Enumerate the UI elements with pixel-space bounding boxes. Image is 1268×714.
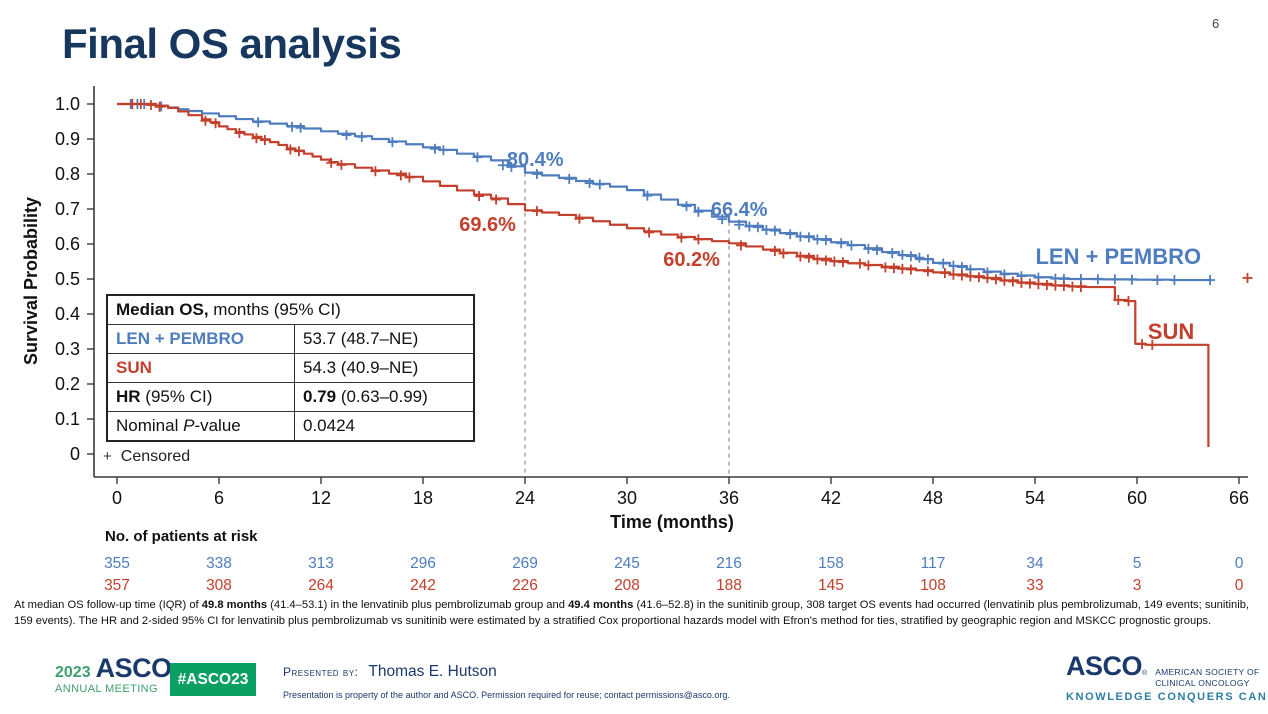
svg-text:338: 338 (206, 555, 232, 572)
sun-median-os: 54.3 (40.9–NE) (294, 353, 475, 383)
table-row: HR (95% CI) 0.79 (0.63–0.99) (106, 382, 475, 412)
svg-text:0.6: 0.6 (55, 234, 80, 254)
svg-text:36: 36 (719, 488, 739, 508)
svg-text:0: 0 (1235, 577, 1244, 594)
annual-meeting-label: ANNUAL MEETING (55, 683, 158, 695)
svg-text:245: 245 (614, 555, 640, 572)
asco-tagline: KNOWLEDGE CONQUERS CANCER (1066, 691, 1268, 704)
median-os-results-table: Median OS, months (95% CI) LEN + PEMBRO … (106, 294, 475, 442)
footnote: At median OS follow-up time (IQR) of 49.… (14, 599, 1250, 627)
svg-text:158: 158 (818, 555, 844, 572)
svg-text:60.2%: 60.2% (663, 249, 720, 271)
svg-text:0: 0 (1235, 555, 1244, 572)
svg-text:66.4%: 66.4% (711, 199, 768, 221)
hazard-ratio-value: 0.79 (0.63–0.99) (294, 382, 475, 412)
y-axis-title: Survival Probability (21, 196, 41, 366)
svg-text:0.1: 0.1 (55, 409, 80, 429)
svg-text:66: 66 (1229, 488, 1249, 508)
svg-text:SUN: SUN (1148, 319, 1194, 344)
society-name: AMERICAN SOCIETY OF CLINICAL ONCOLOGY (1155, 667, 1260, 689)
len-pembro-label: LEN + PEMBRO (116, 329, 244, 348)
svg-text:296: 296 (410, 555, 436, 572)
presented-by-label: Presented by: (283, 665, 359, 679)
svg-text:0.4: 0.4 (55, 304, 80, 324)
table-row: Nominal P-value 0.0424 (106, 411, 475, 442)
svg-text:145: 145 (818, 577, 844, 594)
svg-text:42: 42 (821, 488, 841, 508)
svg-text:108: 108 (920, 577, 946, 594)
svg-text:0.3: 0.3 (55, 339, 80, 359)
svg-text:0.7: 0.7 (55, 199, 80, 219)
svg-text:0.9: 0.9 (55, 129, 80, 149)
permission-disclaimer: Presentation is property of the author a… (283, 690, 730, 700)
svg-text:LEN + PEMBRO: LEN + PEMBRO (1035, 244, 1201, 269)
svg-text:69.6%: 69.6% (459, 214, 516, 236)
censor-plus-icon: + (103, 448, 112, 465)
sun-label: SUN (116, 358, 152, 377)
presenter-block: Presented by: Thomas E. Hutson Presentat… (283, 663, 730, 700)
censored-legend-label: Censored (120, 448, 191, 465)
svg-text:208: 208 (614, 577, 640, 594)
svg-text:18: 18 (413, 488, 433, 508)
table-row: LEN + PEMBRO 53.7 (48.7–NE) (106, 324, 475, 354)
svg-text:0.2: 0.2 (55, 374, 80, 394)
svg-text:308: 308 (206, 577, 232, 594)
asco-annual-meeting-logo: 2023 ASCO ® ANNUAL MEETING (55, 653, 177, 696)
svg-text:5: 5 (1133, 555, 1142, 572)
svg-text:6: 6 (214, 488, 224, 508)
x-axis-title: Time (months) (610, 512, 734, 532)
svg-text:269: 269 (512, 555, 538, 572)
svg-text:1.0: 1.0 (55, 94, 80, 114)
svg-text:80.4%: 80.4% (507, 149, 564, 171)
at-risk-header: No. of patients at risk (105, 528, 258, 545)
svg-text:242: 242 (410, 577, 436, 594)
svg-text:0: 0 (70, 444, 80, 464)
svg-text:355: 355 (104, 555, 130, 572)
svg-text:216: 216 (716, 555, 742, 572)
svg-text:12: 12 (311, 488, 331, 508)
asco-wordmark: ASCO (1066, 651, 1143, 681)
table-header-cell: Median OS, months (95% CI) (106, 294, 475, 325)
hashtag-badge: #ASCO23 (170, 663, 256, 696)
svg-text:48: 48 (923, 488, 943, 508)
presenter-name: Thomas E. Hutson (368, 663, 497, 680)
svg-text:188: 188 (716, 577, 742, 594)
table-row: Median OS, months (95% CI) (106, 294, 475, 325)
svg-text:33: 33 (1026, 577, 1043, 594)
logo-year: 2023 (55, 664, 91, 681)
svg-text:0.5: 0.5 (55, 269, 80, 289)
asco-wordmark: ASCO (95, 653, 173, 683)
svg-text:357: 357 (104, 577, 130, 594)
svg-text:117: 117 (921, 555, 946, 572)
svg-text:24: 24 (515, 488, 535, 508)
svg-text:3: 3 (1133, 577, 1142, 594)
svg-text:0.8: 0.8 (55, 164, 80, 184)
svg-text:0: 0 (112, 488, 122, 508)
svg-text:54: 54 (1025, 488, 1045, 508)
asco-society-logo: ASCO ® AMERICAN SOCIETY OF CLINICAL ONCO… (1066, 651, 1268, 704)
svg-text:60: 60 (1127, 488, 1147, 508)
svg-text:313: 313 (308, 555, 334, 572)
registered-mark-icon: ® (1142, 670, 1148, 677)
svg-text:264: 264 (308, 577, 334, 594)
table-row: SUN 54.3 (40.9–NE) (106, 353, 475, 383)
svg-text:34: 34 (1026, 555, 1044, 572)
svg-text:226: 226 (512, 577, 538, 594)
p-value: 0.0424 (294, 411, 475, 442)
svg-text:30: 30 (617, 488, 637, 508)
censored-legend: + Censored (103, 448, 190, 466)
page-title: Final OS analysis (62, 20, 402, 67)
len-pembro-median-os: 53.7 (48.7–NE) (294, 324, 475, 354)
slide-page-number: 6 (1212, 16, 1220, 31)
